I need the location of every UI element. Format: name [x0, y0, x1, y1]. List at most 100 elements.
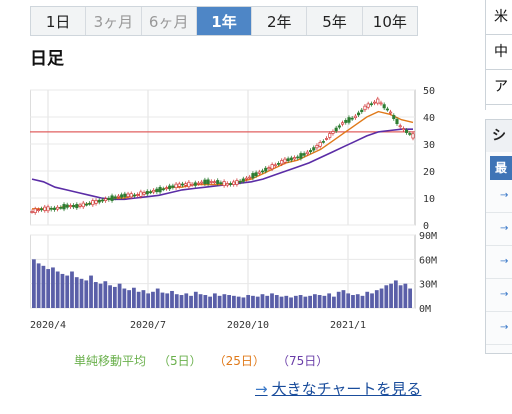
candle-body	[280, 160, 284, 165]
candle-body	[225, 183, 229, 186]
candle-body	[145, 191, 149, 195]
candle-body	[232, 181, 236, 185]
candle-body	[341, 122, 345, 125]
volume-bar	[336, 291, 341, 308]
legend-ma5: （5日）	[158, 354, 202, 368]
volume-bar	[103, 281, 108, 308]
volume-bar	[84, 280, 89, 308]
candle-body	[200, 181, 204, 184]
volume-bar	[198, 294, 203, 308]
candle-body	[120, 194, 124, 198]
candle-body	[392, 115, 396, 120]
volume-bar	[160, 292, 165, 308]
candle-body	[331, 131, 335, 134]
side-link-arrow-icon[interactable]: →	[486, 180, 512, 213]
tab-period[interactable]: 1年	[196, 7, 253, 35]
volume-bar	[374, 290, 379, 308]
candle-body	[123, 193, 127, 197]
candle-body	[408, 133, 412, 135]
y-tick-label: 0	[423, 221, 429, 232]
tab-period[interactable]: 10年	[372, 12, 407, 31]
candle-body	[267, 167, 271, 170]
candle-body	[107, 197, 111, 200]
candle-body	[171, 185, 175, 188]
candle-body	[244, 177, 249, 180]
candle-body	[302, 153, 306, 156]
candle-body	[376, 98, 380, 104]
tab-period[interactable]: 1日	[31, 7, 87, 35]
candle-body	[328, 133, 332, 138]
candle-body	[148, 191, 153, 194]
candle-body	[315, 145, 319, 149]
volume-bar	[232, 295, 236, 308]
side-latest-tab[interactable]: 最	[490, 156, 512, 180]
candle-body	[40, 208, 44, 211]
candle-body	[305, 151, 309, 155]
volume-bar	[132, 287, 136, 308]
candle-body	[168, 185, 172, 190]
candle-body	[52, 207, 56, 210]
candle-body	[177, 183, 181, 187]
candle-body	[68, 205, 72, 208]
side-link-arrow-icon[interactable]: →	[486, 213, 512, 246]
volume-bar	[165, 293, 170, 308]
candle-body	[209, 181, 213, 183]
volume-bar	[112, 286, 117, 308]
candle-body	[187, 181, 191, 188]
volume-bar	[136, 291, 141, 308]
volume-bar	[308, 295, 312, 308]
volume-bar	[289, 297, 293, 308]
candle-body	[350, 117, 354, 120]
volume-bar	[270, 293, 274, 308]
candle-body	[94, 200, 98, 204]
y-tick-label: 30	[423, 140, 435, 151]
candle-body	[104, 198, 108, 202]
tab-period[interactable]: 6ヶ月	[142, 7, 197, 35]
stock-chart: 2020/4 2020/7 2020/10 2021/1 0 10 20 30 40 50 0M 30…	[30, 86, 437, 331]
candle-body	[78, 204, 82, 207]
candle-body	[405, 129, 409, 133]
volume-bar	[74, 277, 79, 308]
side-info-table: 米 中 ア	[485, 0, 512, 110]
candle-body	[206, 179, 210, 185]
volume-tick-label: 0M	[419, 304, 431, 315]
candle-body	[299, 153, 303, 159]
candle-body	[193, 182, 197, 186]
candle-body	[65, 204, 69, 208]
candle-body	[264, 167, 268, 172]
candle-body	[296, 156, 300, 159]
tab-period[interactable]: 2年	[252, 7, 308, 35]
side-link-arrow-icon[interactable]: →	[486, 279, 512, 312]
volume-bar	[384, 285, 389, 308]
side-row-3: ア	[486, 70, 512, 105]
side-link-arrow-icon[interactable]: →	[486, 312, 512, 345]
volume-bar	[189, 295, 193, 308]
volume-tick-label: 30M	[419, 280, 437, 291]
candle-body	[353, 115, 357, 119]
candle-body	[62, 204, 66, 210]
volume-bar	[208, 296, 212, 308]
volume-bar	[312, 294, 317, 308]
candle-body	[360, 109, 364, 113]
candle-body	[286, 158, 290, 162]
tab-period[interactable]: 5年	[307, 7, 363, 35]
volume-bar	[60, 273, 65, 308]
candle-body	[116, 195, 120, 198]
side-panel-heading: シ	[486, 120, 512, 152]
candle-body	[36, 209, 40, 211]
candle-body	[238, 180, 242, 183]
candle-body	[100, 199, 104, 202]
volume-bar	[322, 295, 327, 308]
candle-body	[251, 173, 255, 179]
tab-period[interactable]: 3ヶ月	[86, 7, 142, 35]
volume-bar	[403, 283, 408, 308]
legend-ma25: （25日）	[213, 354, 265, 368]
candle-body	[75, 204, 79, 209]
candle-body	[254, 172, 258, 177]
volume-bar	[341, 290, 346, 308]
candle-body	[325, 138, 329, 140]
large-chart-link[interactable]: → 大きなチャートを見る	[255, 378, 421, 399]
side-link-arrow-icon[interactable]: →	[486, 246, 512, 279]
volume-bar	[284, 295, 289, 308]
volume-bar	[122, 288, 127, 308]
